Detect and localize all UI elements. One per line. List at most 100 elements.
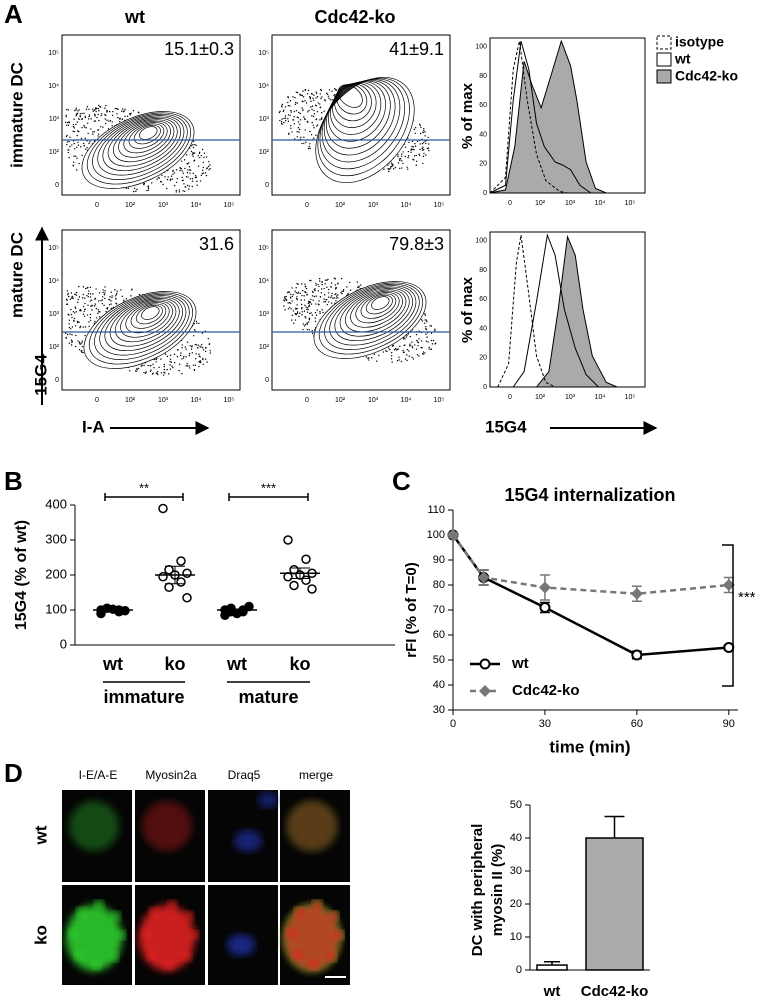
event-dot — [292, 96, 293, 97]
event-dot — [102, 303, 103, 304]
event-dot — [186, 154, 187, 155]
event-dot — [293, 323, 294, 324]
event-dot — [304, 284, 305, 285]
puncta — [309, 960, 319, 970]
event-dot — [80, 113, 81, 114]
event-dot — [71, 297, 72, 298]
event-dot — [290, 303, 291, 304]
event-dot — [316, 93, 317, 94]
event-dot — [313, 94, 314, 95]
y-tick-label: 20 — [510, 898, 522, 910]
event-dot — [391, 355, 392, 356]
event-dot — [75, 346, 76, 347]
event-dot — [303, 136, 304, 137]
event-dot — [186, 176, 187, 177]
event-dot — [115, 108, 116, 109]
event-dot — [346, 286, 347, 287]
micrograph — [208, 790, 278, 882]
event-dot — [302, 101, 303, 102]
event-dot — [283, 111, 284, 112]
y-tick-label: 60 — [433, 629, 445, 641]
event-dot — [307, 121, 308, 122]
event-dot — [194, 329, 195, 330]
event-dot — [166, 188, 167, 189]
event-dot — [422, 147, 423, 148]
event-dot — [288, 105, 289, 106]
y-tick-label: 300 — [45, 531, 67, 546]
event-dot — [163, 372, 164, 373]
event-dot — [78, 144, 79, 145]
event-dot — [296, 308, 297, 309]
event-dot — [312, 291, 313, 292]
event-dot — [408, 350, 409, 351]
event-dot — [297, 299, 298, 300]
event-dot — [320, 93, 321, 94]
event-dot — [331, 293, 332, 294]
event-dot — [196, 185, 197, 186]
event-dot — [85, 117, 86, 118]
event-dot — [180, 355, 181, 356]
event-dot — [78, 109, 79, 110]
event-dot — [185, 356, 186, 357]
event-dot — [308, 303, 309, 304]
event-dot — [75, 124, 76, 125]
event-dot — [75, 109, 76, 110]
event-dot — [420, 143, 421, 144]
event-dot — [99, 292, 100, 293]
event-dot — [121, 110, 122, 111]
event-dot — [84, 297, 85, 298]
legend-label: Cdc42-ko — [512, 682, 580, 699]
event-dot — [93, 110, 94, 111]
event-dot — [313, 127, 314, 128]
event-dot — [368, 359, 369, 360]
event-dot — [75, 155, 76, 156]
event-dot — [319, 278, 320, 279]
event-dot — [85, 308, 86, 309]
event-dot — [321, 292, 322, 293]
event-dot — [294, 123, 295, 124]
event-dot — [324, 99, 325, 100]
event-dot — [290, 100, 291, 101]
data-point — [165, 583, 173, 591]
event-dot — [76, 147, 77, 148]
event-dot — [317, 284, 318, 285]
event-dot — [106, 308, 107, 309]
event-dot — [290, 128, 291, 129]
event-dot — [189, 172, 190, 173]
event-dot — [327, 304, 328, 305]
event-dot — [96, 117, 97, 118]
event-dot — [349, 282, 350, 283]
x-tick-label: 90 — [723, 718, 735, 730]
event-dot — [196, 321, 197, 322]
event-dot — [193, 173, 194, 174]
event-dot — [391, 352, 392, 353]
event-dot — [98, 110, 99, 111]
event-dot — [333, 95, 334, 96]
y-tick-label: 10² — [259, 344, 270, 351]
event-dot — [71, 144, 72, 145]
event-dot — [425, 143, 426, 144]
event-dot — [104, 290, 105, 291]
event-dot — [309, 313, 310, 314]
event-dot — [405, 156, 406, 157]
event-dot — [319, 311, 320, 312]
event-dot — [310, 98, 311, 99]
event-dot — [341, 293, 342, 294]
event-dot — [79, 341, 80, 342]
event-dot — [405, 146, 406, 147]
event-dot — [65, 116, 66, 117]
legend-label: wt — [511, 655, 529, 672]
event-dot — [401, 167, 402, 168]
event-dot — [301, 283, 302, 284]
event-dot — [90, 296, 91, 297]
event-dot — [326, 287, 327, 288]
legend-marker — [481, 660, 490, 669]
event-dot — [300, 137, 301, 138]
puncta — [312, 900, 322, 910]
event-dot — [77, 130, 78, 131]
event-dot — [77, 121, 78, 122]
event-dot — [313, 125, 314, 126]
flow-plot — [62, 230, 240, 390]
event-dot — [316, 91, 317, 92]
puncta — [109, 952, 119, 962]
